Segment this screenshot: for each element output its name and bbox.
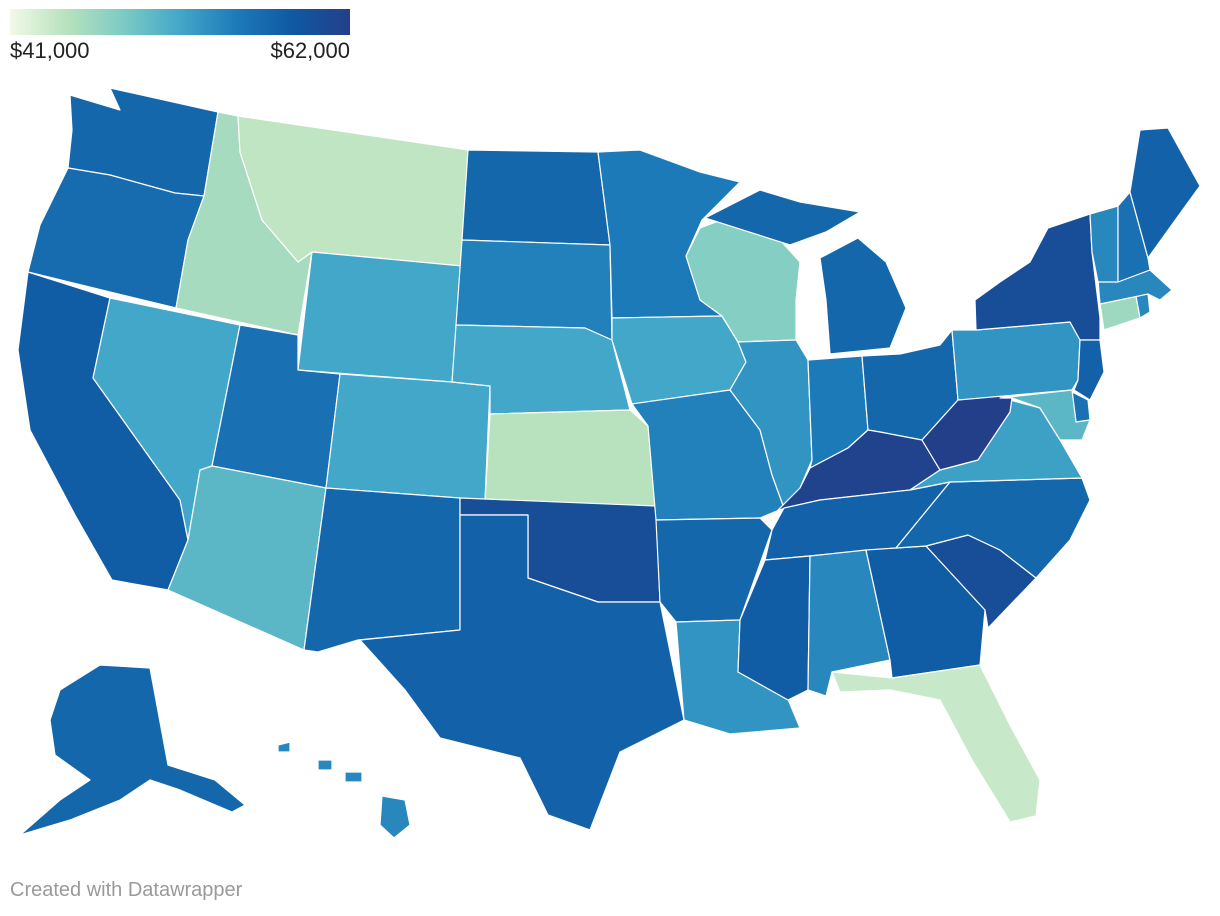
legend-min-label: $41,000 bbox=[10, 38, 90, 63]
state-new-hampshire[interactable] bbox=[1117, 191, 1151, 283]
state-alaska[interactable] bbox=[19, 664, 246, 836]
state-vermont[interactable] bbox=[1089, 205, 1119, 283]
state-michigan[interactable] bbox=[704, 189, 907, 355]
state-florida[interactable] bbox=[831, 664, 1041, 823]
state-maine[interactable] bbox=[1129, 127, 1201, 259]
state-north-dakota[interactable] bbox=[461, 149, 611, 246]
state-kansas[interactable] bbox=[484, 409, 657, 507]
state-hawaii[interactable] bbox=[277, 741, 411, 839]
legend-max-label: $62,000 bbox=[270, 38, 350, 63]
datawrapper-credit: Created with Datawrapper bbox=[10, 879, 243, 901]
state-maryland[interactable] bbox=[999, 389, 1091, 441]
state-colorado[interactable] bbox=[325, 373, 491, 501]
color-legend: $41,000 $62,000 bbox=[10, 9, 350, 65]
state-wyoming[interactable] bbox=[297, 251, 463, 383]
state-new-york[interactable] bbox=[974, 213, 1101, 341]
legend-gradient-bar bbox=[10, 9, 350, 35]
state-new-mexico[interactable] bbox=[303, 487, 461, 653]
state-new-jersey[interactable] bbox=[1073, 339, 1105, 401]
state-pennsylvania[interactable] bbox=[951, 321, 1081, 401]
legend-labels: $41,000 $62,000 bbox=[10, 35, 350, 65]
state-texas[interactable] bbox=[359, 514, 685, 831]
